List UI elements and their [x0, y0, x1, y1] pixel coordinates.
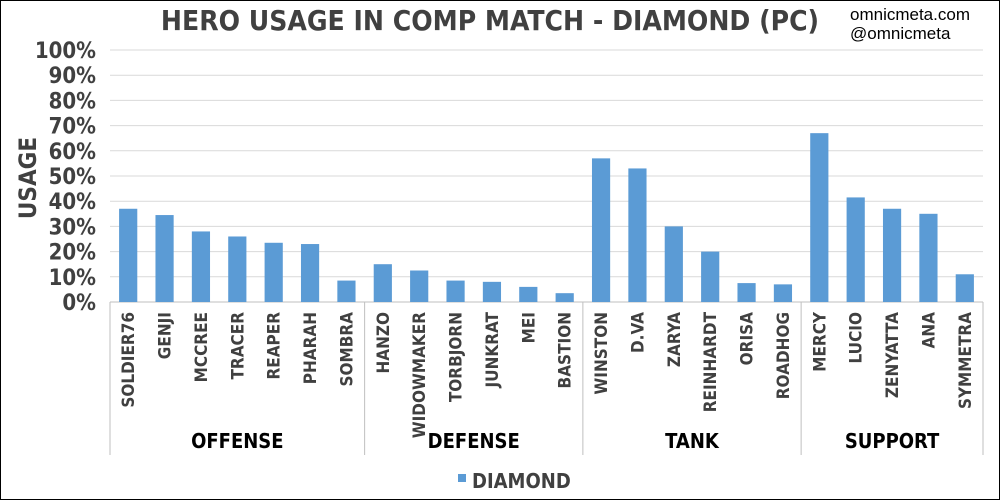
bar [373, 264, 392, 302]
y-tick-label: 40% [49, 190, 97, 215]
x-tick-label: BASTION [556, 312, 576, 388]
y-tick-label: 80% [49, 89, 97, 114]
x-tick-label: SYMMETRA [956, 312, 976, 409]
bar [264, 242, 283, 302]
x-tick-label: D.VA [628, 312, 648, 353]
category-groups: OFFENSE DEFENSE TANK SUPPORT [109, 302, 984, 455]
legend-label: DIAMOND [472, 469, 571, 493]
group-label: OFFENSE [191, 429, 284, 453]
x-tick-label: LUCIO [847, 312, 867, 363]
bar [846, 197, 865, 302]
x-tick-label: ZARYA [665, 312, 685, 367]
x-tick-label: ORISA [738, 312, 758, 365]
x-tick-label: JUNKRAT [483, 311, 503, 388]
x-tick-label: GENJI [156, 312, 176, 359]
bar [773, 284, 793, 302]
y-tick-label: 50% [49, 165, 97, 190]
x-tick-label: PHARAH [301, 312, 321, 384]
y-tick-label: 20% [49, 241, 97, 266]
group-label: SUPPORT [845, 429, 940, 453]
gridlines [110, 49, 983, 303]
x-tick-label: MEI [519, 312, 539, 343]
x-tick-label: WIDOWMAKER [410, 312, 430, 439]
bars [119, 133, 974, 302]
bar [882, 208, 902, 302]
x-tick-label: ANA [919, 312, 939, 349]
x-tick-label: TORBJORN [447, 312, 467, 402]
bar [446, 280, 465, 302]
y-tick-label: 30% [49, 215, 97, 240]
bar [482, 281, 502, 302]
y-tick-labels: 0%10%20%30%40%50%60%70%80%90%100% [35, 39, 96, 316]
bar [119, 208, 138, 302]
group-label: TANK [665, 429, 720, 453]
bar [555, 293, 574, 302]
group-label: DEFENSE [428, 429, 520, 453]
bar [410, 270, 429, 302]
x-tick-label: TRACER [228, 312, 248, 380]
x-tick-label: MCCREE [192, 312, 212, 382]
bar [155, 215, 174, 302]
bar [810, 133, 829, 302]
bar [300, 244, 320, 302]
bar [591, 158, 611, 302]
y-tick-label: 60% [49, 140, 97, 165]
x-tick-label: SOMBRA [337, 312, 357, 387]
x-tick-label: REAPER [265, 312, 285, 380]
x-tick-label: REINHARDT [701, 311, 721, 412]
x-tick-label: HANZO [374, 312, 394, 374]
x-tick-labels: SOLDIER76 GENJI MCCREE TRACER REAPER PHARAH SO… [119, 311, 976, 438]
x-tick-label: ZENYATTA [883, 312, 903, 398]
legend: DIAMOND [458, 469, 571, 493]
bar [737, 283, 756, 302]
bar [955, 274, 974, 302]
y-tick-label: 0% [62, 291, 96, 316]
bar [337, 280, 356, 302]
bar [519, 286, 538, 302]
watermark-site: omnicmeta.com [850, 5, 970, 24]
y-tick-label: 10% [49, 266, 97, 291]
bar [191, 231, 211, 302]
x-tick-label: SOLDIER76 [119, 312, 139, 408]
bar [628, 168, 647, 302]
bar [228, 236, 247, 302]
x-tick-label: MERCY [810, 311, 830, 372]
y-tick-label: 100% [35, 39, 96, 64]
bar [701, 251, 720, 302]
y-axis-label: USAGE [14, 137, 42, 219]
x-tick-label: WINSTON [592, 312, 612, 395]
bar [664, 226, 683, 302]
x-tick-label: ROADHOG [774, 312, 794, 399]
y-tick-label: 90% [49, 64, 97, 89]
y-tick-label: 70% [49, 115, 97, 140]
watermark-handle: @omnicmeta [850, 24, 951, 43]
chart-title: HERO USAGE IN COMP MATCH - DIAMOND (PC) [161, 4, 819, 37]
bar [919, 213, 938, 302]
legend-swatch [458, 474, 466, 482]
